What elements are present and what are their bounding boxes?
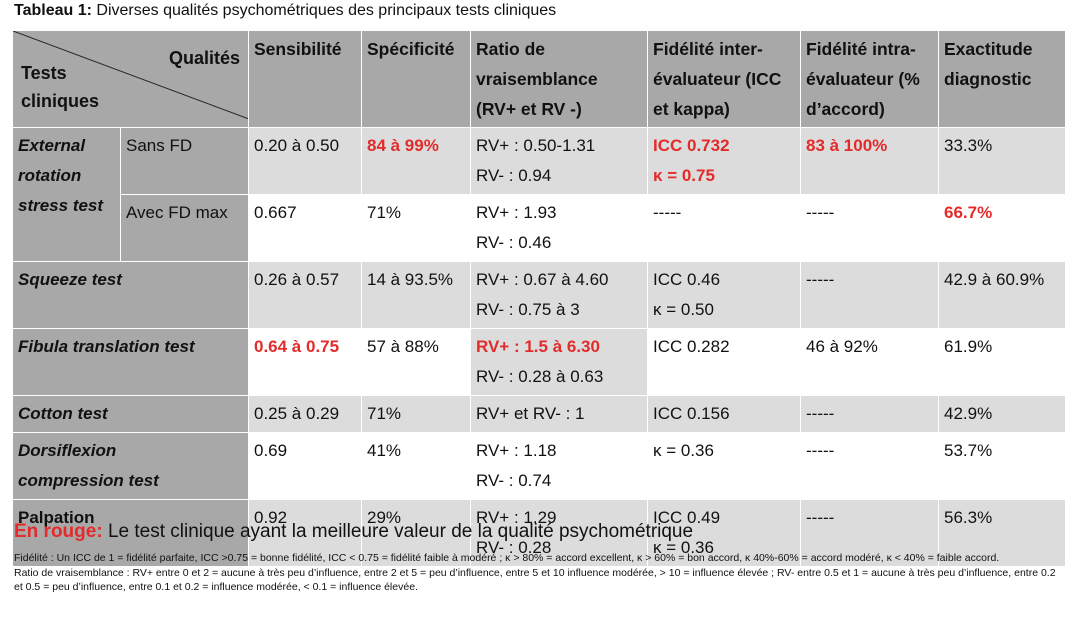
cell-spec: 71% [361, 395, 471, 433]
table-row: Dorsiflexion compression test 0.69 41% RV… [12, 432, 1066, 500]
cell-inter: ICC 0.156 [647, 395, 801, 433]
cell-rv: RV+ : 1.29 RV- : 0.28 [470, 499, 648, 567]
row-label-cotton: Cotton test [12, 395, 249, 433]
header-intra: Fidélité intra-évaluateur (% d’accord) [800, 30, 939, 128]
cell-sens: 0.667 [248, 194, 362, 262]
cell-intra: ----- [800, 395, 939, 433]
cell-rv: RV+ : 1.93 RV- : 0.46 [470, 194, 648, 262]
header-ratio: Ratio de vraisemblance (RV+ et RV -) [470, 30, 648, 128]
caption-text: Diverses qualités psychométriques des pr… [91, 2, 557, 19]
sublabel-sans-fd: Sans FD [120, 127, 249, 195]
corner-tests: Tests cliniques [21, 63, 100, 111]
cell-intra: 83 à 100% [800, 127, 939, 195]
footnote-fidelite: Fidélité : Un ICC de 1 = fidélité parfai… [14, 552, 1000, 564]
row-label-fibula: Fibula translation test [12, 328, 249, 396]
cell-sens: 0.26 à 0.57 [248, 261, 362, 329]
cell-acc: 42.9% [938, 395, 1066, 433]
cell-sens: 0.64 à 0.75 [248, 328, 362, 396]
cell-spec: 57 à 88% [361, 328, 471, 396]
cell-inter: ICC 0.46 κ = 0.50 [647, 261, 801, 329]
legend-line: En rouge: Le test clinique ayant la meil… [14, 521, 693, 543]
header-inter: Fidélité inter-évaluateur (ICC et kappa) [647, 30, 801, 128]
cell-intra: ----- [800, 432, 939, 500]
cell-sens: 0.20 à 0.50 [248, 127, 362, 195]
cell-acc: 53.7% [938, 432, 1066, 500]
row-label-dorsiflexion: Dorsiflexion compression test [12, 432, 249, 500]
header-sensibilite: Sensibilité [248, 30, 362, 128]
table-caption: Tableau 1: Diverses qualités psychométri… [14, 2, 556, 20]
table-row: Cotton test 0.25 à 0.29 71% RV+ et RV- :… [12, 395, 1066, 433]
cell-rv: RV+ et RV- : 1 [470, 395, 648, 433]
table-row: External rotation stress test Sans FD 0.20… [12, 127, 1066, 262]
row-label-palpation: Palpation [12, 499, 249, 567]
table-row: Squeeze test 0.26 à 0.57 14 à 93.5% RV+ … [12, 261, 1066, 329]
row-label-ers: External rotation stress test [12, 127, 121, 262]
cell-intra: ----- [800, 261, 939, 329]
caption-label: Tableau 1: [14, 2, 92, 19]
cell-inter: κ = 0.36 [647, 432, 801, 500]
legend-red-label: En rouge: [14, 521, 103, 542]
cell-spec: 41% [361, 432, 471, 500]
header-specificite: Spécificité [361, 30, 471, 128]
cell-spec: 14 à 93.5% [361, 261, 471, 329]
cell-rv: RV+ : 0.50-1.31 RV- : 0.94 [470, 127, 648, 195]
cell-spec: 84 à 99% [361, 127, 471, 195]
cell-acc: 61.9% [938, 328, 1066, 396]
cell-acc: 33.3% [938, 127, 1066, 195]
corner-qualites: Qualités [168, 48, 240, 68]
cell-rv: RV+ : 1.5 à 6.30 RV- : 0.28 à 0.63 [470, 328, 648, 396]
row-label-squeeze: Squeeze test [12, 261, 249, 329]
header-row: Qualités Tests cliniques Sensibilité Spéc… [12, 30, 1066, 128]
cell-sens: 0.69 [248, 432, 362, 500]
cell-inter: ICC 0.732 κ = 0.75 [647, 127, 801, 195]
cell-acc: 42.9 à 60.9% [938, 261, 1066, 329]
cell-inter: ICC 0.282 [647, 328, 801, 396]
cell-intra: 46 à 92% [800, 328, 939, 396]
cell-spec: 71% [361, 194, 471, 262]
header-exactitude: Exactitude diagnostic [938, 30, 1066, 128]
footnotes: Fidélité : Un ICC de 1 = fidélité parfai… [14, 551, 1066, 595]
footnote-ratio: Ratio de vraisemblance : RV+ entre 0 et … [14, 567, 1056, 593]
cell-acc: 56.3% [938, 499, 1066, 567]
cell-intra: ----- [800, 194, 939, 262]
cell-spec: 29% [361, 499, 471, 567]
table-row: Fibula translation test 0.64 à 0.75 57 à… [12, 328, 1066, 396]
cell-sens: 0.25 à 0.29 [248, 395, 362, 433]
cell-rv: RV+ : 1.18 RV- : 0.74 [470, 432, 648, 500]
diagonal-line [13, 31, 248, 119]
cell-rv: RV+ : 0.67 à 4.60 RV- : 0.75 à 3 [470, 261, 648, 329]
psychometric-table: Qualités Tests cliniques Sensibilité Spéc… [12, 30, 1066, 567]
cell-inter: ICC 0.49 κ = 0.36 [647, 499, 801, 567]
sublabel-avec-fd: Avec FD max [120, 194, 249, 262]
cell-inter: ----- [647, 194, 801, 262]
table-row: Avec FD max 0.667 71% RV+ : 1.93 RV- : 0.… [13, 194, 1066, 262]
cell-sens: 0.92 [248, 499, 362, 567]
cell-acc: 66.7% [938, 194, 1066, 262]
table-row: Palpation 0.92 29% RV+ : 1.29 RV- : 0.28 … [12, 499, 1066, 567]
legend-text: Le test clinique ayant la meilleure vale… [102, 521, 694, 542]
cell-intra: ----- [800, 499, 939, 567]
corner-header: Qualités Tests cliniques [12, 30, 249, 128]
